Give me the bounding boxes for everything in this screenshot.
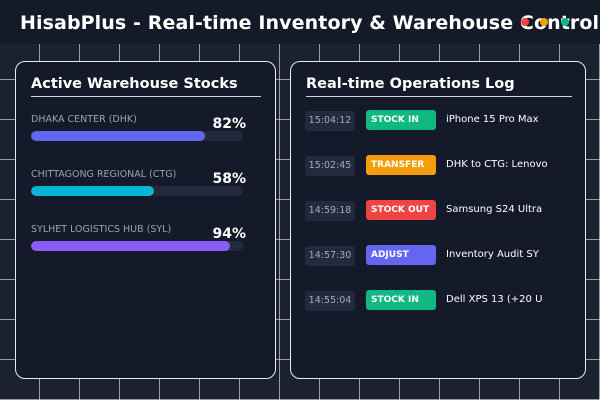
warehouse-percent: 58% (212, 171, 246, 187)
stock-level-fill (31, 131, 205, 141)
warehouse-stocks-panel: Active Warehouse Stocks DHAKA CENTER (DH… (15, 61, 276, 379)
log-entry[interactable]: 15:04:12 STOCK IN iPhone 15 Pro Max (305, 110, 575, 132)
warehouse-percent: 94% (212, 226, 246, 242)
operation-type-badge: ADJUST (366, 245, 436, 265)
warehouse-name: DHAKA CENTER (DHK) (31, 114, 137, 125)
warehouse-item-dhk[interactable]: DHAKA CENTER (DHK) 82% (31, 114, 261, 154)
log-entry[interactable]: 15:02:45 TRANSFER DHK to CTG: Lenovo (305, 155, 575, 177)
stock-level-fill (31, 186, 154, 196)
operation-type-badge: TRANSFER (366, 155, 436, 175)
window-dot-red[interactable] (521, 18, 529, 26)
operations-panel-title: Real-time Operations Log (306, 76, 515, 92)
warehouse-item-syl[interactable]: SYLHET LOGISTICS HUB (SYL) 94% (31, 224, 261, 264)
title-bar: HisabPlus - Real-time Inventory & Wareho… (0, 0, 600, 44)
log-timestamp: 15:02:45 (305, 156, 355, 176)
log-description: Samsung S24 Ultra (446, 204, 543, 215)
app-title: HisabPlus - Real-time Inventory & Wareho… (20, 12, 600, 34)
warehouse-percent: 82% (212, 116, 246, 132)
stock-level-fill (31, 241, 231, 251)
log-timestamp: 14:55:04 (305, 291, 355, 311)
window-dot-green[interactable] (561, 18, 569, 26)
operation-type-badge: STOCK IN (366, 290, 436, 310)
panel-divider (31, 96, 261, 97)
log-entry[interactable]: 14:57:30 ADJUST Inventory Audit SY (305, 245, 575, 267)
log-description: Inventory Audit SY (446, 249, 539, 260)
warehouse-name: SYLHET LOGISTICS HUB (SYL) (31, 224, 172, 235)
stock-level-bar (31, 241, 243, 251)
log-timestamp: 14:57:30 (305, 246, 355, 266)
stock-level-bar (31, 186, 243, 196)
log-timestamp: 15:04:12 (305, 111, 355, 131)
window-dot-orange[interactable] (540, 18, 548, 26)
stock-level-bar (31, 131, 243, 141)
log-description: Dell XPS 13 (+20 U (446, 294, 543, 305)
log-description: iPhone 15 Pro Max (446, 114, 539, 125)
log-entry[interactable]: 14:59:18 STOCK OUT Samsung S24 Ultra (305, 200, 575, 222)
warehouse-panel-title: Active Warehouse Stocks (31, 76, 238, 92)
warehouse-name: CHITTAGONG REGIONAL (CTG) (31, 169, 177, 180)
operation-type-badge: STOCK IN (366, 110, 436, 130)
operations-log-panel: Real-time Operations Log 15:04:12 STOCK … (290, 61, 586, 379)
panel-divider (306, 96, 572, 97)
log-entry[interactable]: 14:55:04 STOCK IN Dell XPS 13 (+20 U (305, 290, 575, 312)
operation-type-badge: STOCK OUT (366, 200, 436, 220)
log-description: DHK to CTG: Lenovo (446, 159, 548, 170)
warehouse-item-ctg[interactable]: CHITTAGONG REGIONAL (CTG) 58% (31, 169, 261, 209)
log-timestamp: 14:59:18 (305, 201, 355, 221)
